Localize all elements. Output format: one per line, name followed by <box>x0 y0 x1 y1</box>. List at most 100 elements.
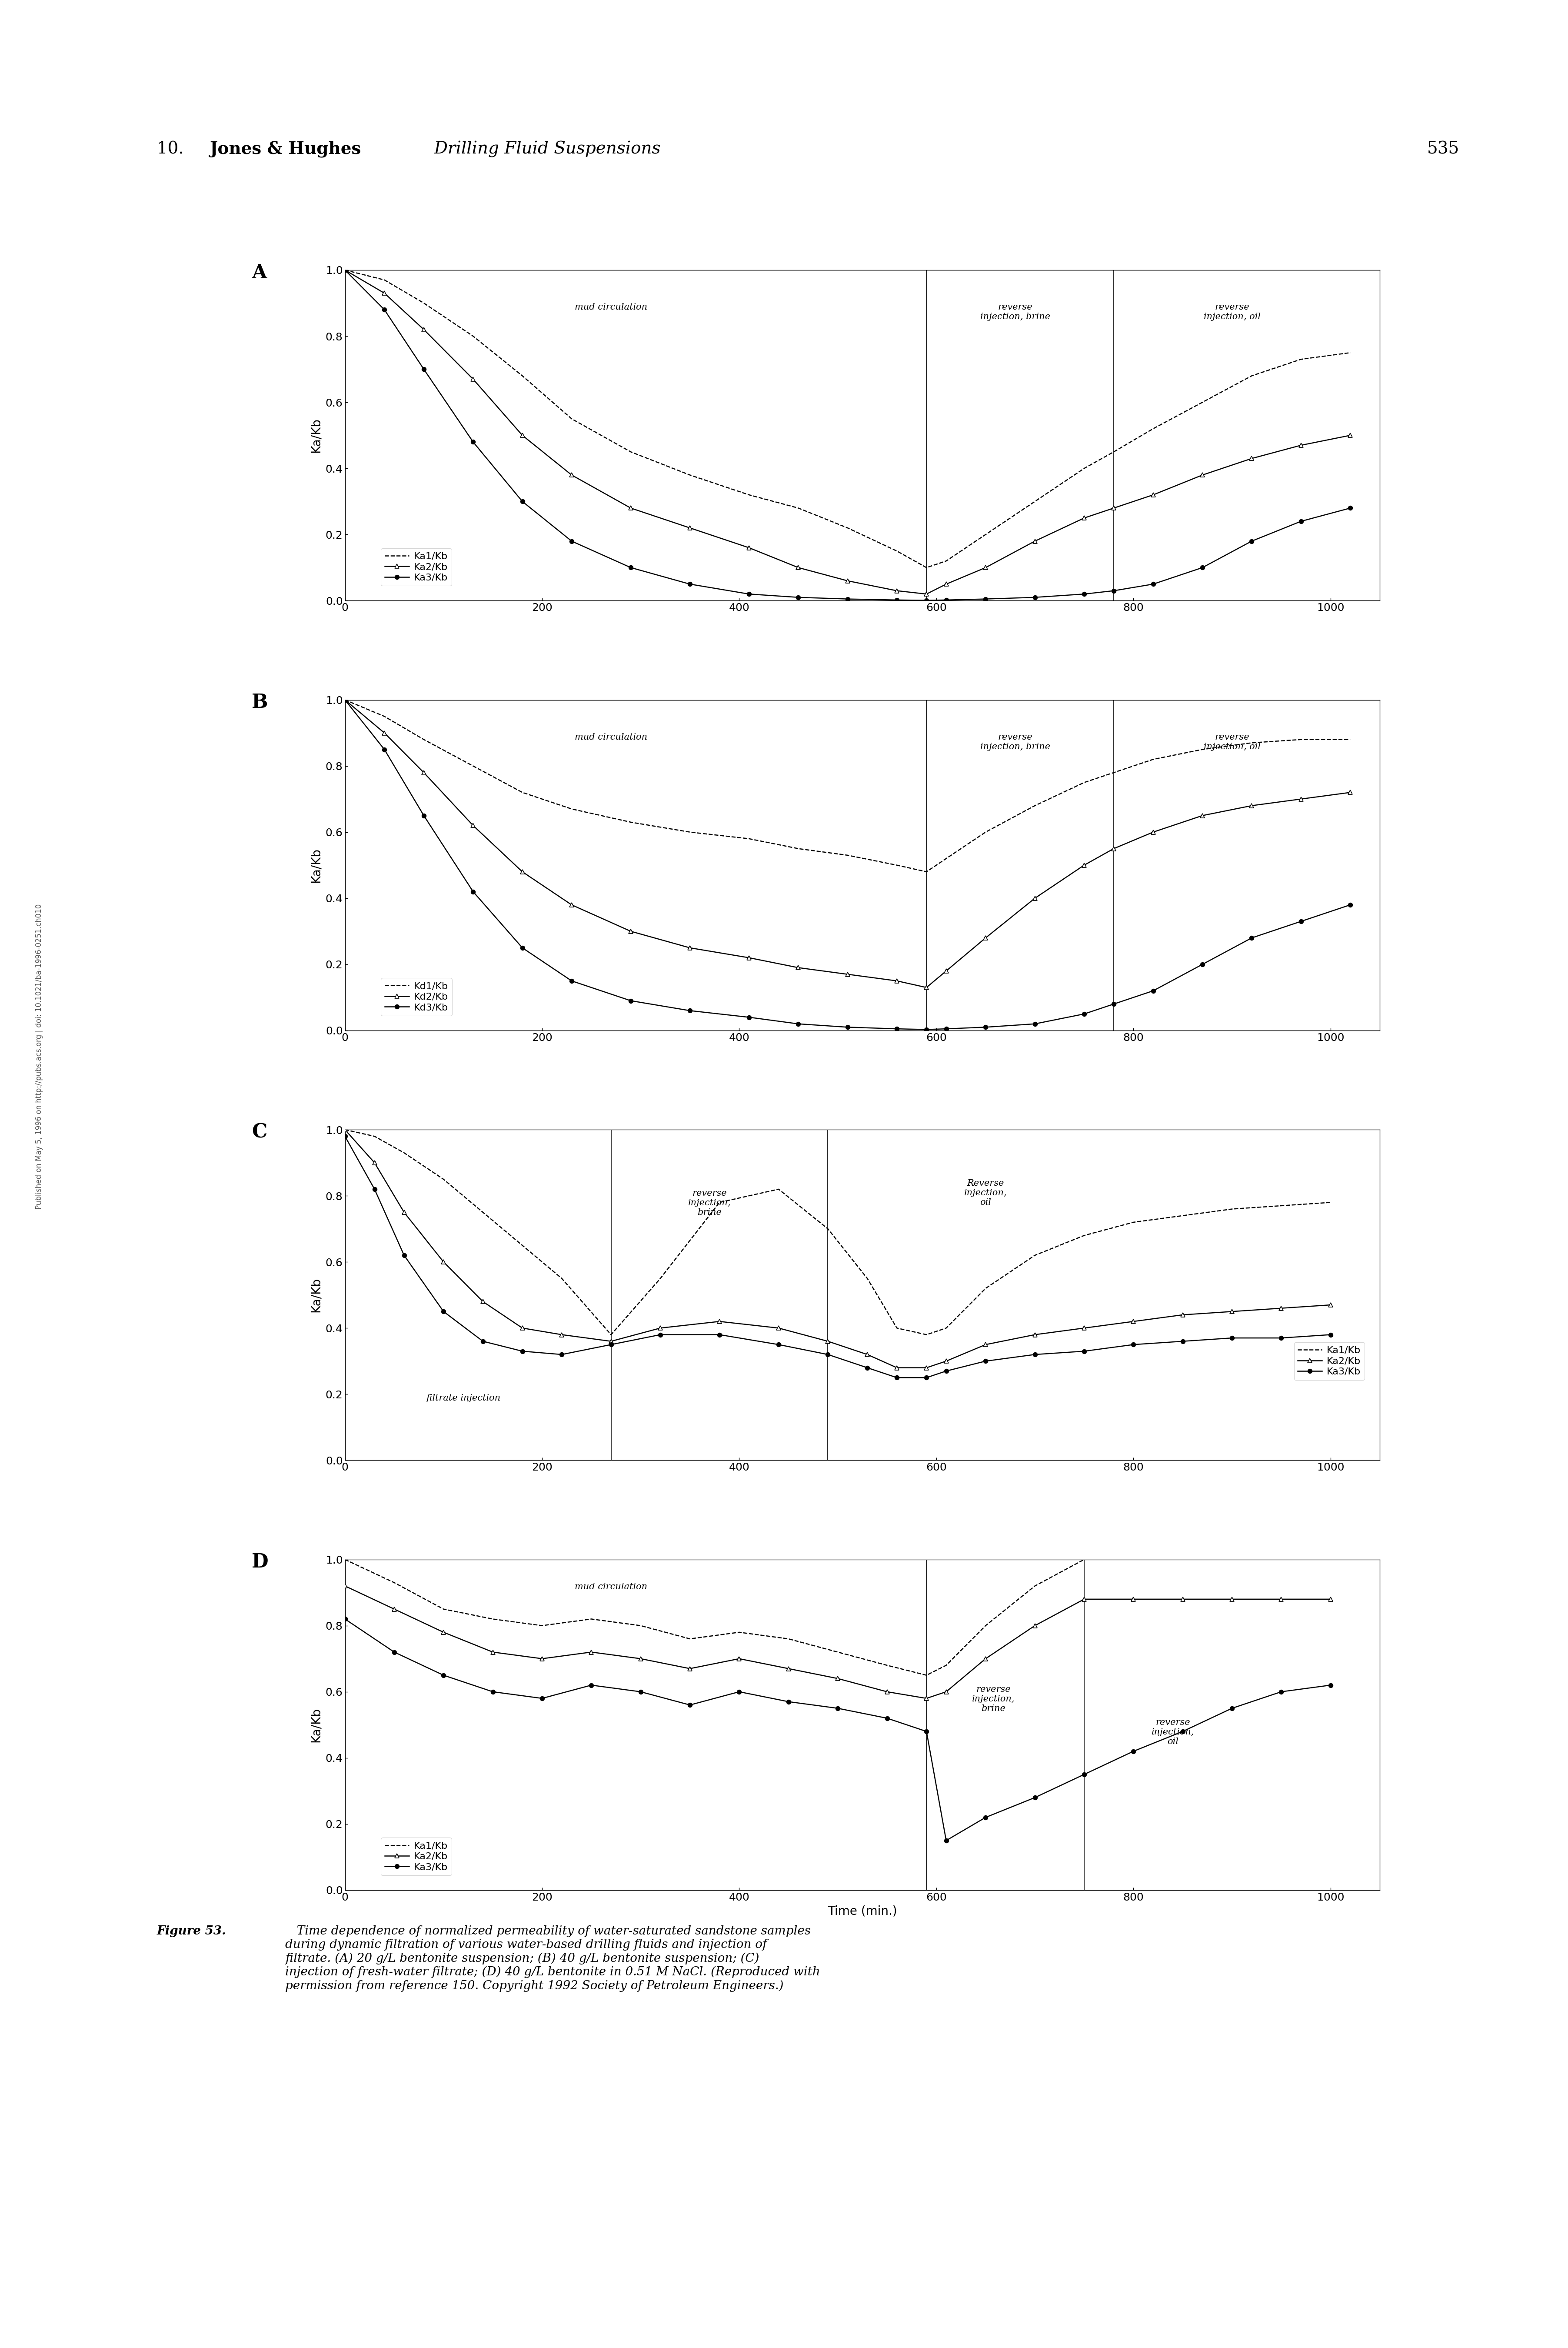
Kd1/Kb <box>563 796 582 824</box>
Ka1/Kb <box>1272 1545 1290 1573</box>
Ka3/Kb <box>365 1174 384 1202</box>
Kd2/Kb <box>375 718 394 747</box>
Ka2/Kb <box>887 578 906 606</box>
Ka3/Kb <box>582 1672 601 1700</box>
Kd2/Kb <box>1074 850 1093 878</box>
Ka3/Kb <box>779 1688 798 1716</box>
Ka1/Kb <box>681 1625 699 1653</box>
Kd1/Kb <box>681 817 699 845</box>
Kd3/Kb <box>1341 890 1359 918</box>
Ka1/Kb <box>375 265 394 294</box>
Kd1/Kb <box>740 824 759 852</box>
Kd3/Kb <box>977 1012 996 1040</box>
Ka2/Kb <box>878 1679 897 1707</box>
Ka3/Kb <box>839 585 858 613</box>
Ka1/Kb <box>1025 1242 1044 1270</box>
Ka2/Kb <box>1223 1298 1242 1327</box>
Kd3/Kb <box>563 967 582 996</box>
Ka2/Kb <box>1074 1585 1093 1613</box>
Ka1/Kb <box>434 1594 453 1622</box>
Ka1/Kb <box>365 1122 384 1151</box>
Ka2/Kb <box>710 1308 729 1336</box>
Ka3/Kb <box>434 1660 453 1688</box>
Ka1/Kb <box>839 514 858 542</box>
Kd1/Kb <box>789 834 808 862</box>
Kd1/Kb <box>1341 726 1359 754</box>
Ka2/Kb <box>1322 1585 1341 1613</box>
Kd2/Kb <box>789 953 808 981</box>
Ka2/Kb <box>818 1327 837 1355</box>
Ka2/Kb <box>1292 432 1311 460</box>
Ka2/Kb <box>1322 1291 1341 1320</box>
Kd2/Kb <box>1193 801 1212 829</box>
Ka2/Kb <box>621 493 640 521</box>
Ka2/Kb <box>681 514 699 542</box>
Ka2/Kb <box>602 1327 621 1355</box>
Kd1/Kb <box>917 857 936 885</box>
Ka1/Kb <box>977 521 996 549</box>
Ka1/Kb <box>977 1275 996 1303</box>
Line: Kd3/Kb: Kd3/Kb <box>343 697 1352 1031</box>
Kd3/Kb <box>621 986 640 1014</box>
Kd2/Kb <box>1025 885 1044 913</box>
Ka1/Kb <box>828 1639 847 1667</box>
Kd1/Kb <box>1025 791 1044 819</box>
Legend: Kd1/Kb, Kd2/Kb, Kd3/Kb: Kd1/Kb, Kd2/Kb, Kd3/Kb <box>381 979 452 1017</box>
Ka2/Kb <box>1173 1301 1192 1329</box>
Kd1/Kb <box>1242 728 1261 756</box>
Ka1/Kb <box>1322 1545 1341 1573</box>
Ka2/Kb <box>839 566 858 594</box>
Ka2/Kb <box>977 554 996 582</box>
Ka1/Kb <box>483 1606 502 1634</box>
Legend: Ka1/Kb, Ka2/Kb, Ka3/Kb: Ka1/Kb, Ka2/Kb, Ka3/Kb <box>381 547 452 587</box>
Ka2/Kb <box>729 1644 748 1672</box>
Ka3/Kb <box>887 1364 906 1392</box>
Ka2/Kb <box>365 1148 384 1176</box>
Text: reverse
injection, oil: reverse injection, oil <box>1204 733 1261 751</box>
Ka3/Kb <box>1074 1761 1093 1789</box>
Ka3/Kb <box>710 1320 729 1348</box>
Ka1/Kb <box>917 1660 936 1688</box>
Kd3/Kb <box>1074 1000 1093 1028</box>
Ka3/Kb <box>936 587 955 615</box>
Kd3/Kb <box>513 935 532 963</box>
Ka3/Kb <box>1074 1336 1093 1364</box>
Text: C: C <box>252 1122 267 1141</box>
Ka1/Kb <box>1242 362 1261 390</box>
Ka1/Kb <box>936 1315 955 1343</box>
Line: Kd2/Kb: Kd2/Kb <box>343 697 1352 989</box>
Ka2/Kb <box>936 571 955 599</box>
Ka3/Kb <box>936 1357 955 1385</box>
Ka3/Kb <box>414 355 433 383</box>
Line: Ka1/Kb: Ka1/Kb <box>345 270 1350 568</box>
Ka3/Kb <box>977 1803 996 1831</box>
Kd2/Kb <box>513 857 532 885</box>
Ka2/Kb <box>563 460 582 488</box>
Ka1/Kb <box>632 1611 651 1639</box>
Ka3/Kb <box>632 1679 651 1707</box>
Ka1/Kb <box>878 1651 897 1679</box>
Ka1/Kb <box>887 1315 906 1343</box>
Line: Kd1/Kb: Kd1/Kb <box>345 700 1350 871</box>
Text: reverse
injection,
brine: reverse injection, brine <box>972 1686 1014 1712</box>
Line: Ka1/Kb: Ka1/Kb <box>345 1559 1331 1674</box>
Ka3/Kb <box>1322 1672 1341 1700</box>
Ka1/Kb <box>770 1174 789 1202</box>
Legend: Ka1/Kb, Ka2/Kb, Ka3/Kb: Ka1/Kb, Ka2/Kb, Ka3/Kb <box>381 1838 452 1876</box>
Ka1/Kb <box>789 493 808 521</box>
Ka3/Kb <box>434 1298 453 1327</box>
Ka3/Kb <box>1272 1324 1290 1352</box>
Ka3/Kb <box>1341 493 1359 521</box>
Ka1/Kb <box>395 1139 414 1167</box>
Ka2/Kb <box>977 1644 996 1672</box>
Ka2/Kb <box>1104 493 1123 521</box>
Kd1/Kb <box>513 777 532 805</box>
Ka1/Kb <box>1223 1545 1242 1573</box>
Ka3/Kb <box>917 1364 936 1392</box>
Ka1/Kb <box>1104 437 1123 465</box>
Ka1/Kb <box>513 362 532 390</box>
Ka1/Kb <box>1124 1545 1143 1573</box>
Kd2/Kb <box>917 974 936 1003</box>
Ka1/Kb <box>779 1625 798 1653</box>
Kd1/Kb <box>375 702 394 730</box>
